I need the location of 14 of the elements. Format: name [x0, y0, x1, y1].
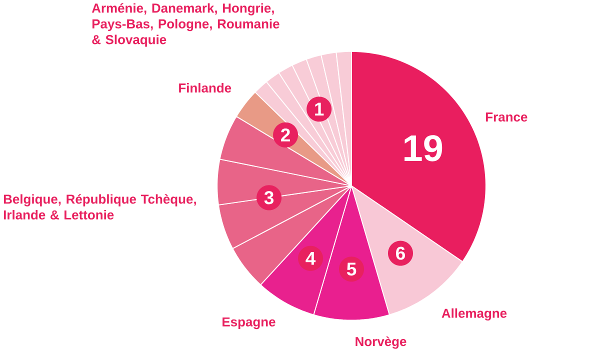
- slice-label: Allemagne: [442, 308, 507, 321]
- slice-label: Finlande: [179, 83, 232, 93]
- data-label: 1: [315, 102, 324, 116]
- slice-label: Belgique, République Tchèque, Irlande & Lettonie: [4, 194, 196, 220]
- data-label: 4: [306, 252, 316, 265]
- data-label: 5: [346, 262, 356, 276]
- data-label: 3: [264, 191, 274, 204]
- data-label: 6: [396, 246, 405, 260]
- slice-label: Arménie, Danemark, Hongrie, Pays-Bas, Pologne, Roumanie & Slovaquie: [92, 3, 280, 47]
- slice-label: Norvège: [356, 336, 406, 349]
- slice-label: France: [486, 112, 528, 122]
- data-label: 2: [281, 128, 290, 142]
- slice-label: Espagne: [222, 318, 276, 330]
- data-label: 19: [404, 135, 442, 162]
